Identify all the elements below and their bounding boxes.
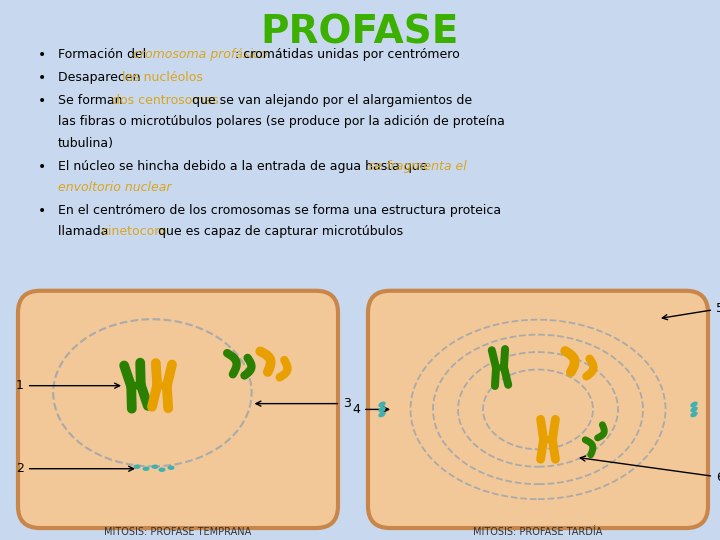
Text: que es capaz de capturar microtúbulos: que es capaz de capturar microtúbulos: [154, 225, 403, 238]
Text: Se forman: Se forman: [58, 94, 127, 107]
Ellipse shape: [378, 411, 386, 417]
Text: 1: 1: [16, 379, 120, 392]
Ellipse shape: [690, 411, 698, 417]
Ellipse shape: [378, 407, 386, 413]
Text: En el centrómero de los cromosomas se forma una estructura proteica: En el centrómero de los cromosomas se fo…: [58, 204, 501, 217]
Text: tubulina): tubulina): [58, 137, 114, 150]
Text: llamada: llamada: [58, 225, 112, 238]
Text: El núcleo se hincha debido a la entrada de agua hasta que: El núcleo se hincha debido a la entrada …: [58, 160, 431, 173]
Text: PROFASE: PROFASE: [261, 13, 459, 51]
Ellipse shape: [378, 401, 386, 407]
Text: 4: 4: [352, 403, 389, 416]
Text: •: •: [38, 71, 46, 85]
Text: 3: 3: [256, 397, 351, 410]
Text: las fibras o microtúbulos polares (se produce por la adición de proteína: las fibras o microtúbulos polares (se pr…: [58, 116, 505, 129]
Text: 2: 2: [16, 462, 134, 475]
FancyBboxPatch shape: [368, 291, 708, 528]
Text: envoltorio nuclear: envoltorio nuclear: [58, 181, 171, 194]
Text: MITOSIS: PROFASE TEMPRANA: MITOSIS: PROFASE TEMPRANA: [104, 527, 251, 537]
Ellipse shape: [690, 407, 698, 413]
Text: cinetocoro: cinetocoro: [101, 225, 166, 238]
Text: •: •: [38, 48, 46, 62]
FancyBboxPatch shape: [18, 291, 338, 528]
Ellipse shape: [151, 464, 158, 469]
Text: dos centrosomas: dos centrosomas: [112, 94, 218, 107]
Text: que se van alejando por el alargamientos de: que se van alejando por el alargamientos…: [192, 94, 472, 107]
Text: Desaparecen: Desaparecen: [58, 71, 145, 84]
Ellipse shape: [168, 465, 174, 470]
Text: 5: 5: [662, 302, 720, 320]
Text: MITOSIS: PROFASE TARDÍA: MITOSIS: PROFASE TARDÍA: [473, 527, 603, 537]
Ellipse shape: [158, 468, 166, 472]
Text: 6: 6: [580, 456, 720, 484]
Ellipse shape: [143, 467, 150, 471]
Text: Formación del: Formación del: [58, 48, 150, 61]
Ellipse shape: [133, 464, 140, 469]
Text: se fragmenta el: se fragmenta el: [369, 160, 467, 173]
Ellipse shape: [690, 401, 698, 407]
Text: los nucléolos: los nucléolos: [122, 71, 203, 84]
Text: •: •: [38, 94, 46, 109]
Text: : cromátidas unidas por centrómero: : cromátidas unidas por centrómero: [235, 48, 459, 61]
Text: •: •: [38, 204, 46, 218]
Text: •: •: [38, 160, 46, 174]
Text: cromosoma profásico: cromosoma profásico: [133, 48, 267, 61]
